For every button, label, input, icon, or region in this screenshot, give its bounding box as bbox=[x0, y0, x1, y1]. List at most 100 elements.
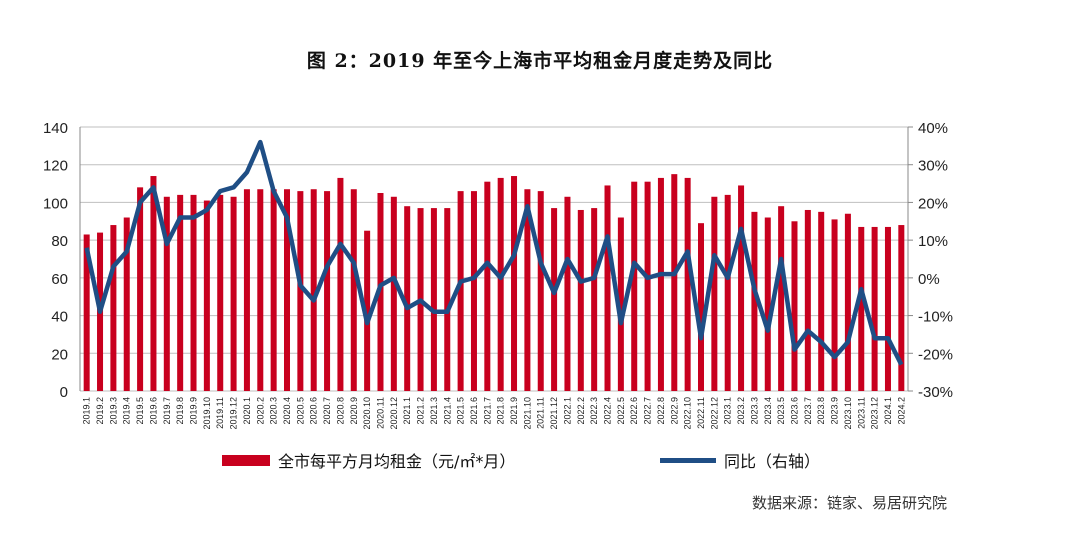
x-tick-label: 2023.9 bbox=[830, 397, 840, 425]
bar-2023.11 bbox=[858, 226, 865, 391]
bar-2021.9 bbox=[511, 176, 518, 391]
right-tick-label: 0% bbox=[918, 271, 940, 288]
x-tick-label: 2023.2 bbox=[736, 397, 746, 425]
bar-2020.8 bbox=[337, 177, 344, 391]
bar-2021.11 bbox=[537, 191, 544, 391]
bar-2019.9 bbox=[190, 194, 197, 391]
bar-2020.5 bbox=[297, 191, 304, 391]
legend-bar-swatch bbox=[222, 454, 270, 466]
left-tick-label: 80 bbox=[51, 233, 68, 250]
x-tick-label: 2019.3 bbox=[108, 397, 118, 425]
x-tick-label: 2022.4 bbox=[603, 397, 613, 425]
x-tick-label: 2023.7 bbox=[803, 397, 813, 425]
bar-2021.6 bbox=[470, 191, 477, 391]
left-tick-label: 0 bbox=[60, 384, 68, 401]
bar-2023.5 bbox=[778, 206, 785, 391]
left-tick-label: 20 bbox=[51, 346, 68, 363]
x-tick-label: 2019.11 bbox=[215, 397, 225, 429]
x-tick-label: 2022.9 bbox=[669, 397, 679, 425]
bar-2023.2 bbox=[738, 185, 745, 391]
legend-line-swatch bbox=[660, 457, 716, 463]
bar-2021.4 bbox=[444, 208, 451, 391]
x-tick-label: 2019.12 bbox=[229, 397, 239, 430]
bar-2023.1 bbox=[724, 194, 731, 391]
bar-2019.7 bbox=[163, 196, 170, 391]
legend-item-yoy: 同比（右轴） bbox=[660, 448, 820, 472]
left-tick-label: 100 bbox=[43, 195, 68, 212]
x-tick-label: 2019.7 bbox=[162, 397, 172, 425]
x-tick-label: 2021.3 bbox=[429, 397, 439, 425]
x-tick-label: 2020.4 bbox=[282, 397, 292, 425]
left-tick-label: 140 bbox=[43, 120, 68, 137]
bar-2022.12 bbox=[711, 196, 718, 391]
bar-2020.6 bbox=[310, 189, 317, 391]
x-tick-label: 2023.11 bbox=[856, 397, 866, 429]
bar-2022.5 bbox=[617, 217, 624, 391]
x-tick-label: 2019.6 bbox=[148, 397, 158, 425]
x-tick-label: 2020.1 bbox=[242, 397, 252, 425]
x-tick-label: 2021.12 bbox=[549, 397, 559, 430]
legend-label-rent: 全市每平方月均租金（元/㎡*月） bbox=[278, 452, 516, 471]
x-tick-label: 2019.4 bbox=[122, 397, 132, 425]
right-tick-label: -10% bbox=[918, 309, 953, 326]
x-tick-label: 2019.10 bbox=[202, 397, 212, 430]
x-tick-label: 2021.2 bbox=[416, 397, 426, 425]
bar-2023.4 bbox=[764, 217, 771, 391]
bar-2022.9 bbox=[671, 174, 678, 391]
bar-2023.10 bbox=[844, 213, 851, 391]
x-tick-label: 2023.6 bbox=[789, 397, 799, 425]
bar-2019.3 bbox=[110, 225, 117, 391]
x-tick-label: 2023.10 bbox=[843, 397, 853, 430]
bar-2022.4 bbox=[604, 185, 611, 391]
bar-2022.1 bbox=[564, 196, 571, 391]
x-tick-label: 2023.8 bbox=[816, 397, 826, 425]
bar-2021.7 bbox=[484, 181, 491, 391]
bar-2019.11 bbox=[217, 194, 224, 391]
bar-2022.11 bbox=[697, 223, 705, 391]
bar-2019.4 bbox=[123, 217, 130, 391]
bar-2020.10 bbox=[364, 230, 371, 391]
x-tick-label: 2022.5 bbox=[616, 397, 626, 425]
x-tick-label: 2021.7 bbox=[482, 397, 492, 425]
left-tick-label: 40 bbox=[51, 309, 68, 326]
bar-2019.8 bbox=[177, 194, 184, 391]
x-tick-label: 2022.1 bbox=[562, 397, 572, 425]
bar-2023.7 bbox=[804, 209, 811, 391]
bar-2023.12 bbox=[871, 226, 878, 391]
bar-2023.3 bbox=[751, 211, 758, 391]
legend-label-yoy: 同比（右轴） bbox=[724, 452, 821, 471]
x-tick-label: 2021.8 bbox=[496, 397, 506, 425]
x-tick-label: 2021.4 bbox=[442, 397, 452, 425]
bar-2020.9 bbox=[350, 189, 357, 391]
x-tick-label: 2019.1 bbox=[82, 397, 92, 425]
left-tick-label: 120 bbox=[43, 158, 68, 175]
right-tick-label: 30% bbox=[918, 158, 948, 175]
bar-2019.12 bbox=[230, 196, 237, 391]
bar-2022.8 bbox=[657, 177, 664, 391]
bar-2022.2 bbox=[577, 209, 584, 391]
x-tick-label: 2020.7 bbox=[322, 397, 332, 425]
bar-2021.3 bbox=[430, 208, 437, 391]
source-note: 数据来源：链家、易居研究院 bbox=[752, 494, 948, 512]
x-tick-label: 2020.2 bbox=[255, 397, 265, 425]
x-tick-label: 2023.4 bbox=[763, 397, 773, 425]
bar-2024.2 bbox=[898, 225, 905, 391]
x-tick-label: 2019.2 bbox=[95, 397, 105, 425]
bar-2020.12 bbox=[390, 196, 397, 391]
x-tick-label: 2022.12 bbox=[709, 397, 719, 430]
bar-2019.1 bbox=[83, 234, 90, 391]
bar-2020.1 bbox=[243, 189, 250, 391]
bar-2021.12 bbox=[551, 208, 558, 391]
x-tick-label: 2020.10 bbox=[362, 397, 372, 430]
x-tick-label: 2024.2 bbox=[896, 397, 906, 425]
x-tick-label: 2020.11 bbox=[375, 397, 385, 429]
x-tick-label: 2020.8 bbox=[335, 397, 345, 425]
x-tick-label: 2021.6 bbox=[469, 397, 479, 425]
bar-2020.4 bbox=[283, 189, 291, 391]
bar-2022.3 bbox=[591, 208, 598, 391]
bar-2020.2 bbox=[257, 189, 264, 391]
x-tick-label: 2022.6 bbox=[629, 397, 639, 425]
x-tick-label: 2021.10 bbox=[522, 397, 532, 430]
x-tick-label: 2023.12 bbox=[870, 397, 880, 430]
